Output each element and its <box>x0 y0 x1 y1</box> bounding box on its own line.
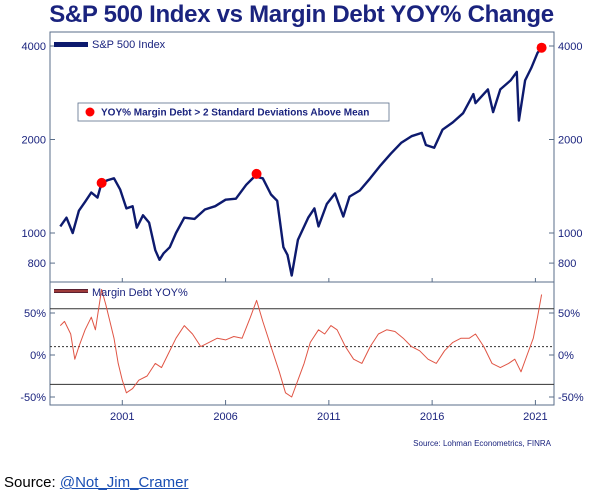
top-tick-label-left-1: 2000 <box>22 135 46 147</box>
top-tick-label-right-3: 800 <box>558 258 576 270</box>
plot-frame <box>49 31 555 406</box>
chart-title: S&P 500 Index vs Margin Debt YOY% Change <box>49 1 554 28</box>
source-link[interactable]: @Not_Jim_Cramer <box>59 474 189 491</box>
legend-swatch-sp500 <box>54 42 88 47</box>
highlight-marker-0 <box>96 177 107 188</box>
x-tick-label-1: 2006 <box>213 411 237 423</box>
bottom-tick-label-right-0: 50% <box>558 308 580 320</box>
x-tick-label-3: 2016 <box>420 411 444 423</box>
x-axis-ticks: 2001 2006 2011 2016 2021 <box>110 278 548 423</box>
callout-text: YOY% Margin Debt > 2 Standard Deviations… <box>101 108 369 119</box>
callout-box <box>77 102 390 122</box>
highlight-marker-1 <box>251 168 262 179</box>
top-tick-label-left-0: 4000 <box>22 41 46 53</box>
top-tick-label-right-0: 4000 <box>558 41 582 53</box>
margin-debt-line <box>59 289 543 398</box>
chart-credit: Source: Lohman Econometrics, FINRA <box>413 439 551 448</box>
bottom-tick-label-right-2: -50% <box>558 392 584 404</box>
legend-label-margin: Margin Debt YOY% <box>92 287 188 299</box>
top-tick-label-left-3: 800 <box>28 258 46 270</box>
y-axis-ticks: 4000 4000 2000 2000 1000 1000 800 800 50% 50% 0% 0%… <box>20 41 584 404</box>
source-line: Source: @Not_Jim_Cramer <box>4 474 188 491</box>
top-tick-label-right-2: 1000 <box>558 228 582 240</box>
x-tick-label-4: 2021 <box>523 411 547 423</box>
callout-marker <box>85 107 95 117</box>
x-tick-label-2: 2011 <box>317 411 341 423</box>
bottom-tick-label-right-1: 0% <box>558 350 574 362</box>
highlight-markers <box>96 42 547 188</box>
bottom-tick-label-left-0: 50% <box>24 308 46 320</box>
source-prefix: Source: <box>4 474 60 491</box>
reference-lines <box>50 308 554 385</box>
top-tick-label-right-1: 2000 <box>558 135 582 147</box>
bottom-tick-label-left-2: -50% <box>20 392 46 404</box>
highlight-marker-2 <box>536 42 547 53</box>
bottom-tick-label-left-1: 0% <box>30 350 46 362</box>
x-tick-label-0: 2001 <box>110 411 134 423</box>
top-tick-label-left-2: 1000 <box>22 228 46 240</box>
sp500-line <box>59 46 543 277</box>
legend-label-sp500: S&P 500 Index <box>92 39 166 51</box>
